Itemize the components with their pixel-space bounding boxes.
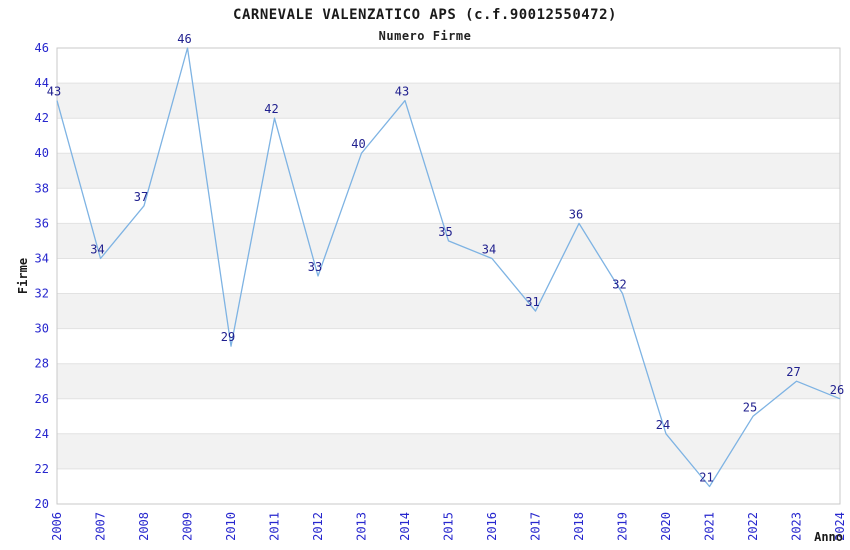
y-axis-title: Firme (16, 258, 30, 294)
x-tick-label: 2009 (181, 512, 195, 541)
plot-band (57, 153, 840, 189)
x-tick-label: 2018 (572, 512, 586, 541)
x-tick-label: 2015 (442, 512, 456, 541)
y-tick-label: 42 (35, 111, 49, 125)
x-tick-label: 2012 (311, 512, 325, 541)
data-labels: 43 34 37 46 29 42 33 40 43 35 34 31 36 32 24 21 25 27 26 (47, 32, 844, 485)
x-tick-label: 2017 (529, 512, 543, 541)
data-point-label: 43 (47, 85, 61, 99)
y-tick-label: 46 (35, 41, 49, 55)
data-point-label: 31 (525, 295, 539, 309)
plot-band (57, 363, 840, 399)
y-tick-label: 32 (35, 287, 49, 301)
data-point-label: 46 (177, 32, 191, 46)
plot-band (57, 83, 840, 119)
x-tick-label: 2014 (398, 512, 412, 541)
x-tick-label: 2019 (616, 512, 630, 541)
data-point-label: 25 (743, 400, 757, 414)
x-tick-label: 2013 (355, 512, 369, 541)
plot-border (56, 47, 841, 505)
x-tick-label: 2022 (746, 512, 760, 541)
x-tick-label: 2020 (659, 512, 673, 541)
x-tick-label: 2016 (485, 512, 499, 541)
data-point-label: 43 (395, 85, 409, 99)
data-point-label: 33 (308, 260, 322, 274)
data-point-label: 35 (438, 225, 452, 239)
y-tick-label: 22 (35, 462, 49, 476)
x-tick-label: 2010 (224, 512, 238, 541)
y-tick-label: 36 (35, 216, 49, 230)
data-point-label: 40 (351, 137, 365, 151)
x-tick-label: 2011 (268, 512, 282, 541)
data-point-label: 32 (612, 278, 626, 292)
y-tick-label: 44 (35, 76, 49, 90)
y-tick-label: 24 (35, 427, 49, 441)
plot-band (57, 433, 840, 469)
x-tick-label: 2024 (833, 512, 847, 541)
data-point-label: 34 (90, 243, 104, 257)
y-tick-label: 40 (35, 146, 49, 160)
y-tick-label: 28 (35, 357, 49, 371)
x-tick-label: 2007 (94, 512, 108, 541)
data-point-label: 26 (830, 383, 844, 397)
data-point-label: 24 (656, 418, 670, 432)
series (56, 47, 841, 488)
series-line (56, 47, 841, 488)
data-point-label: 34 (482, 243, 496, 257)
y-tick-label: 34 (35, 252, 49, 266)
x-axis-title: Anno (814, 530, 843, 544)
data-point-label: 29 (221, 330, 235, 344)
y-tick-label: 38 (35, 181, 49, 195)
y-tick-label: 26 (35, 392, 49, 406)
data-point-label: 36 (569, 207, 583, 221)
y-tick-label: 20 (35, 497, 49, 511)
chart-title: CARNEVALE VALENZATICO APS (c.f.900125504… (233, 7, 617, 23)
data-point-label: 21 (699, 471, 713, 485)
y-tick-label: 30 (35, 322, 49, 336)
x-tick-label: 2021 (703, 512, 717, 541)
x-tick-label: 2008 (137, 512, 151, 541)
plot-bands (57, 83, 840, 469)
data-point-label: 27 (786, 365, 800, 379)
data-point-label: 37 (134, 190, 148, 204)
data-point-label: 42 (264, 102, 278, 116)
plot-band (57, 293, 840, 329)
x-tick-label: 2006 (50, 512, 64, 541)
x-tick-label: 2023 (790, 512, 804, 541)
plot-grid (56, 47, 841, 505)
chart-subtitle: Numero Firme (379, 29, 472, 43)
